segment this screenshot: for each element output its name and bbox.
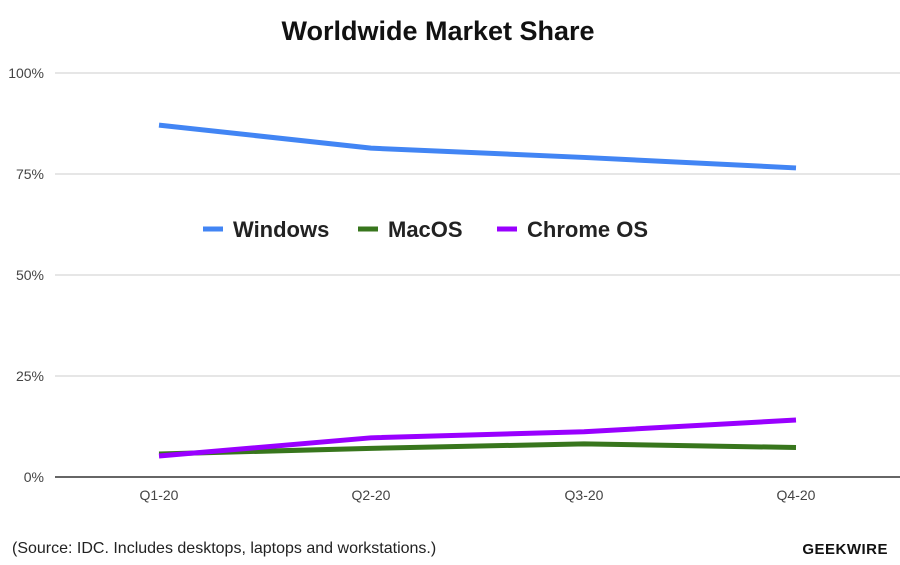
series-line-chrome-os: [158, 417, 797, 459]
series-line-windows: [158, 122, 797, 171]
x-tick-label: Q2-20: [352, 487, 391, 503]
x-tick-label: Q1-20: [140, 487, 179, 503]
legend-label: Windows: [233, 217, 329, 242]
y-tick-label: 25%: [16, 368, 44, 384]
x-tick-label: Q4-20: [777, 487, 816, 503]
chart-title: Worldwide Market Share: [281, 16, 595, 46]
legend-label: MacOS: [388, 217, 463, 242]
x-tick-label: Q3-20: [565, 487, 604, 503]
source-note: (Source: IDC. Includes desktops, laptops…: [12, 540, 437, 557]
y-tick-label: 75%: [16, 166, 44, 182]
y-tick-label: 100%: [8, 65, 44, 81]
y-tick-label: 50%: [16, 267, 44, 283]
y-tick-label: 0%: [24, 469, 44, 485]
legend-label: Chrome OS: [527, 217, 648, 242]
brand-logo: GEEKWIRE: [802, 541, 888, 558]
series-line-macos: [158, 441, 797, 457]
